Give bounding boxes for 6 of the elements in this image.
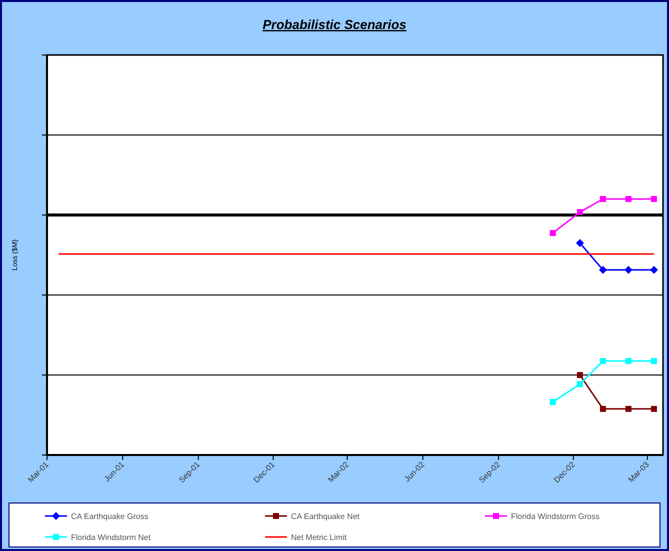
chart-title: Probabilistic Scenarios [262,17,406,32]
legend-label: Net Metric Limit [291,532,348,542]
legend-label: CA Earthquake Net [291,512,360,521]
legend-label: Florida Windstorm Gross [511,512,600,521]
legend-label: Florida Windstorm Net [71,532,152,542]
legend-label: CA Earthquake Gross [71,512,148,521]
